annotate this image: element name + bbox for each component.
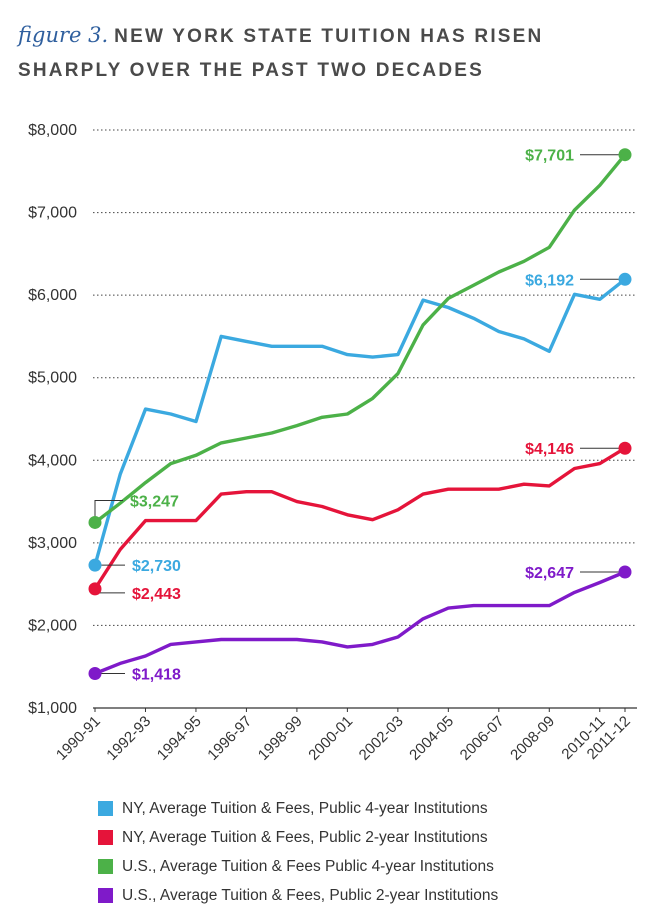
legend-item: NY, Average Tuition & Fees, Public 4-yea… [98, 794, 498, 823]
legend-label-us-4yr: U.S., Average Tuition & Fees Public 4-ye… [122, 857, 494, 875]
start-value-label: $2,443 [132, 586, 181, 603]
start-marker [88, 558, 102, 572]
y-tick-label: $4,000 [28, 452, 77, 469]
start-marker [88, 666, 102, 680]
start-value-label: $1,418 [132, 666, 181, 683]
line-chart: $1,000 $2,000 $3,000 $4,000 $5,000 $6,000 $7,0… [28, 122, 637, 764]
x-tick-label: 2008-09 [507, 713, 558, 764]
end-marker [618, 441, 632, 455]
series-line-1 [93, 446, 627, 591]
x-tick-label: 1990-91 [53, 713, 104, 764]
end-marker [618, 148, 632, 162]
end-marker [618, 565, 632, 579]
gridlines [93, 129, 637, 709]
x-tick-label: 2000-01 [305, 713, 356, 764]
end-value-label: $2,647 [525, 565, 574, 582]
x-tick-label: 1998-99 [255, 713, 306, 764]
x-tick-label: 1994-95 [154, 713, 205, 764]
y-tick-label: $1,000 [28, 700, 77, 717]
y-tick-label: $7,000 [28, 205, 77, 222]
legend-label-us-2yr: U.S., Average Tuition & Fees, Public 2-y… [122, 886, 499, 904]
series-line-3 [93, 570, 627, 676]
series-markers: $2,730 $6,192 $2,443 $4,146 $3,247 $7,701 $1,4… [88, 148, 632, 683]
series-line-0 [93, 277, 627, 567]
y-tick-label: $3,000 [28, 535, 77, 552]
end-marker [618, 272, 632, 286]
legend-label-ny-4yr: NY, Average Tuition & Fees, Public 4-yea… [122, 799, 488, 817]
start-marker [88, 582, 102, 596]
legend-swatch-ny-2yr [98, 830, 113, 845]
legend-swatch-ny-4yr [98, 801, 113, 816]
y-tick-label: $5,000 [28, 370, 77, 387]
series-line-2 [93, 152, 627, 525]
chart-title: figure 3. NEW YORK STATE TUITION HAS RISE… [18, 18, 658, 88]
legend-item: U.S., Average Tuition & Fees Public 4-ye… [98, 852, 498, 881]
title-line-2: SHARPLY OVER THE PAST TWO DECADES [18, 60, 485, 81]
y-tick-label: $8,000 [28, 122, 77, 139]
end-value-label: $4,146 [525, 441, 574, 458]
title-text-1: NEW YORK STATE TUITION HAS RISEN [114, 26, 544, 47]
legend: NY, Average Tuition & Fees, Public 4-yea… [98, 794, 498, 910]
start-value-label: $3,247 [130, 493, 179, 510]
legend-label-ny-2yr: NY, Average Tuition & Fees, Public 2-yea… [122, 828, 488, 846]
x-tick-label: 1996-97 [204, 713, 255, 764]
legend-swatch-us-2yr [98, 888, 113, 903]
x-tick-label: 2002-03 [356, 713, 407, 764]
figure-label: figure 3. [18, 23, 109, 47]
y-tick-label: $2,000 [28, 617, 77, 634]
x-tick-label: 2004-05 [406, 713, 457, 764]
legend-item: NY, Average Tuition & Fees, Public 2-yea… [98, 823, 498, 852]
legend-swatch-us-4yr [98, 859, 113, 874]
start-marker [88, 515, 102, 529]
x-tick-label: 2006-07 [457, 713, 508, 764]
legend-item: U.S., Average Tuition & Fees, Public 2-y… [98, 881, 498, 910]
x-tick-label: 1992-93 [103, 713, 154, 764]
title-line-1: figure 3. NEW YORK STATE TUITION HAS RISE… [18, 18, 658, 54]
y-tick-label: $6,000 [28, 287, 77, 304]
start-value-label: $2,730 [132, 558, 181, 575]
series-lines [93, 152, 627, 676]
end-value-label: $7,701 [525, 148, 574, 165]
leader-line [94, 499, 123, 523]
x-axis: 1990-91 1992-93 1994-95 1996-97 1998-99 2000-… [53, 708, 634, 764]
y-axis: $1,000 $2,000 $3,000 $4,000 $5,000 $6,000 $7,0… [28, 122, 77, 717]
end-value-label: $6,192 [525, 272, 574, 289]
